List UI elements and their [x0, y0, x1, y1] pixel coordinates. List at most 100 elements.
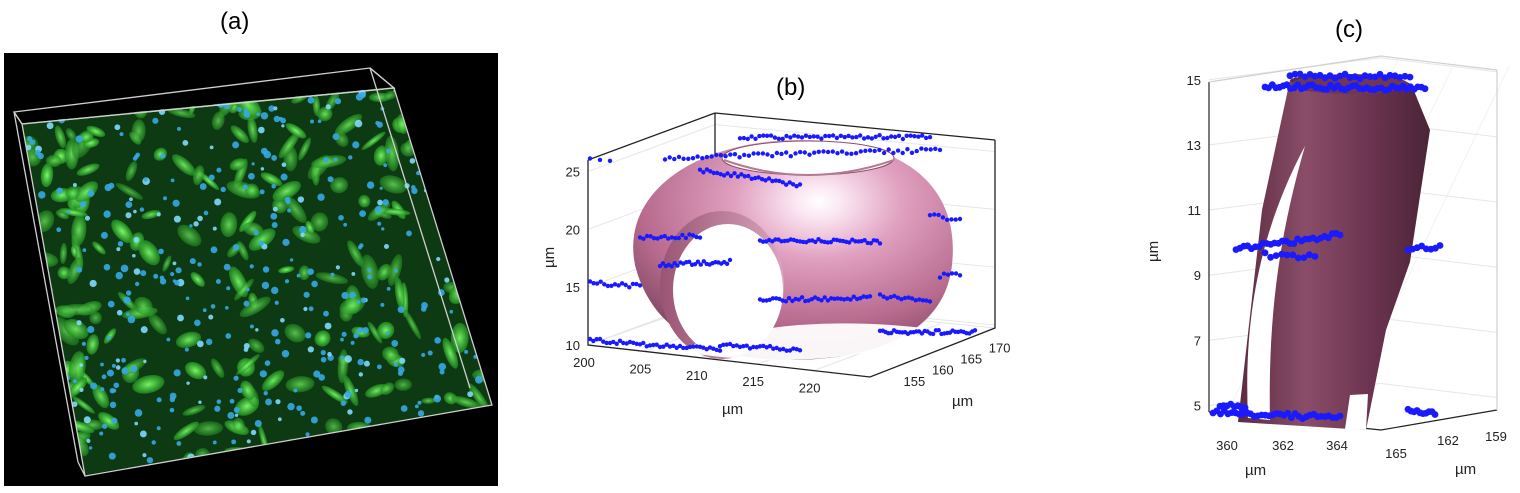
scatter-point: [697, 167, 703, 172]
scatter-point: [601, 339, 606, 344]
cell-mark: [234, 278, 254, 301]
cell-mark: [167, 107, 196, 119]
scatter-point: [667, 344, 673, 349]
nucleus-mark: [212, 226, 217, 231]
nucleus-mark: [385, 148, 391, 154]
nucleus-mark: [320, 356, 327, 363]
scatter-point: [731, 343, 736, 349]
scatter-point: [846, 133, 851, 139]
cell-mark: [380, 382, 395, 395]
scatter-point: [627, 339, 633, 345]
scatter-point: [796, 134, 801, 139]
scatter-point: [587, 336, 593, 342]
nucleus-mark: [100, 231, 108, 239]
nucleus-mark: [439, 369, 445, 375]
cell-mark: [298, 265, 310, 281]
scatter-point: [681, 156, 686, 161]
scatter-point: [728, 173, 734, 179]
scatter-point: [690, 233, 696, 238]
nucleus-mark: [156, 426, 161, 431]
cell-mark: [58, 208, 88, 217]
scatter-point: [694, 234, 699, 240]
scatter-point: [745, 136, 750, 142]
scatter-point: [784, 133, 789, 139]
scatter-point: [941, 271, 947, 276]
z-tick-label: 5: [1194, 398, 1201, 413]
nucleus-mark: [400, 405, 408, 412]
nucleus-mark: [134, 421, 139, 426]
nucleus-mark: [383, 163, 388, 168]
cell-mark: [148, 313, 167, 335]
scatter-point: [924, 298, 929, 303]
scatter-point: [919, 146, 924, 151]
nucleus-mark: [350, 340, 355, 345]
cell-mark: [54, 125, 66, 149]
scatter-point: [690, 156, 696, 161]
nucleus-mark: [311, 280, 318, 288]
nucleus-mark: [142, 453, 147, 458]
scatter-point: [634, 281, 639, 287]
scatter-point: [667, 155, 672, 160]
nucleus-mark: [327, 176, 334, 183]
nucleus-mark: [139, 207, 145, 212]
scatter-point: [825, 149, 831, 155]
scatter-point: [753, 136, 758, 141]
scatter-point: [861, 294, 866, 299]
nucleus-mark: [245, 287, 250, 292]
cell-mark: [40, 163, 54, 188]
panel-c-axes-lines: [1208, 55, 1498, 431]
nucleus-mark: [383, 243, 389, 249]
cell-mark: [86, 334, 99, 355]
nucleus-mark: [256, 112, 260, 117]
grid-line: [1380, 57, 1498, 73]
nucleus-mark: [274, 300, 279, 305]
nucleus-mark: [281, 162, 287, 167]
cell-mark: [261, 370, 285, 391]
scatter-point: [597, 336, 603, 342]
panel-b-zlabel: µm: [541, 247, 558, 268]
cell-mark: [311, 155, 347, 169]
grid-line: [1380, 382, 1498, 398]
scatter-point: [886, 147, 891, 152]
scatter-point: [697, 235, 703, 240]
scatter-point: [694, 344, 699, 349]
nucleus-mark: [397, 366, 405, 374]
cell-mark: [172, 154, 196, 176]
scatter-point: [747, 346, 753, 351]
scatter-point: [594, 337, 599, 342]
scatter-point: [889, 134, 894, 139]
nucleus-mark: [278, 116, 283, 121]
scatter-point: [780, 298, 785, 303]
panel-label-c: (c): [1335, 16, 1363, 43]
nucleus-mark: [173, 215, 181, 223]
nucleus-mark: [231, 439, 237, 445]
nucleus-mark: [382, 199, 389, 206]
scatter-point: [884, 296, 890, 301]
nucleus-mark: [199, 183, 207, 190]
scatter-point: [937, 147, 943, 153]
cell-mark: [65, 128, 77, 142]
scatter-point: [698, 262, 703, 267]
nucleus-mark: [214, 405, 221, 412]
cell-mark: [315, 272, 349, 284]
nucleus-mark: [293, 388, 298, 393]
cell-mark: [421, 397, 436, 404]
nucleus-mark: [170, 271, 175, 277]
scatter-point: [784, 150, 789, 155]
nucleus-mark: [166, 337, 171, 342]
scatter-point: [936, 328, 941, 333]
nucleus-mark: [265, 398, 272, 406]
scatter-point: [664, 342, 669, 347]
nucleus-mark: [170, 178, 175, 183]
nucleus-mark: [397, 306, 405, 314]
nucleus-mark: [377, 199, 383, 206]
x-tick-label: 205: [630, 361, 652, 376]
nucleus-mark: [282, 238, 290, 246]
x-tick-label: 220: [799, 381, 821, 396]
scatter-point: [872, 148, 877, 154]
scatter-point: [858, 133, 863, 138]
nucleus-mark: [376, 364, 382, 370]
scatter-point: [825, 298, 831, 303]
nucleus-mark: [46, 122, 54, 130]
scatter-point: [637, 342, 643, 347]
